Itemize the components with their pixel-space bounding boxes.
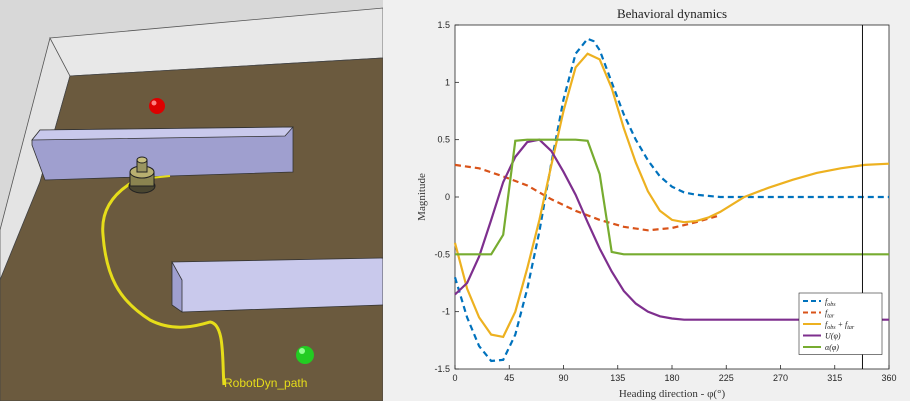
y-axis-label: Magnitude: [416, 173, 428, 221]
x-tick-label: 45: [504, 373, 514, 383]
legend-label-0: fobs: [825, 297, 836, 308]
legend-label-2: fobs + ftar: [825, 320, 855, 331]
outer-wall-back: [49, 7, 383, 77]
obstacle-wall-lower: [171, 257, 383, 313]
y-tick-label: 0.5: [437, 135, 450, 145]
x-tick-label: 135: [610, 373, 625, 383]
axes: 0 45 90 135 180 225 270 315 360 1.5 1 0.5 0 -0.5 -1 -1.…: [434, 20, 896, 383]
x-tick-label: 180: [664, 373, 679, 383]
x-tick-label: 315: [827, 373, 842, 383]
y-tick-label: -1: [442, 307, 450, 317]
y-tick-label: 1.5: [437, 20, 450, 30]
obstacle-marker[interactable]: [149, 98, 165, 114]
robot-icon[interactable]: [128, 156, 156, 194]
series-line-2: [453, 52, 890, 339]
path-label: RobotDyn_path: [224, 376, 307, 390]
legend-label-4: α(φ): [825, 343, 839, 352]
x-axis-label: Heading direction - φ(°): [619, 388, 726, 400]
series-line-1: [454, 163, 721, 232]
simulation-scene: RobotDyn_path: [0, 0, 383, 401]
target-marker[interactable]: [296, 346, 314, 364]
obstacle-wall-lower-side: [171, 260, 183, 313]
x-tick-label: 270: [773, 373, 788, 383]
x-tick-label: 225: [719, 373, 734, 383]
series-line-0: [453, 37, 889, 363]
x-tick-label: 360: [881, 373, 896, 383]
chart-panel: Behavioral dynamics 0 45 90 135 180 225 270 315…: [383, 0, 910, 401]
obstacle-wall-upper-top: [31, 126, 294, 141]
y-tick-label: -1.5: [434, 364, 450, 374]
legend-label-3: U(φ): [825, 332, 841, 341]
series-line-4: [455, 138, 889, 256]
legend-label-1: ftar: [825, 309, 835, 320]
series-lines: [453, 37, 890, 363]
robot-path: [101, 176, 226, 386]
y-tick-label: 0: [445, 192, 450, 202]
x-tick-label: 0: [452, 373, 457, 383]
x-tick-label: 90: [558, 373, 568, 383]
chart-title: Behavioral dynamics: [617, 6, 727, 21]
outer-wall-top: [0, 0, 383, 230]
behavioral-dynamics-chart: Behavioral dynamics 0 45 90 135 180 225 270 315…: [416, 6, 897, 400]
y-tick-label: -0.5: [434, 249, 450, 259]
y-tick-label: 1: [445, 77, 450, 87]
simulation-view: RobotDyn_path: [0, 0, 383, 401]
